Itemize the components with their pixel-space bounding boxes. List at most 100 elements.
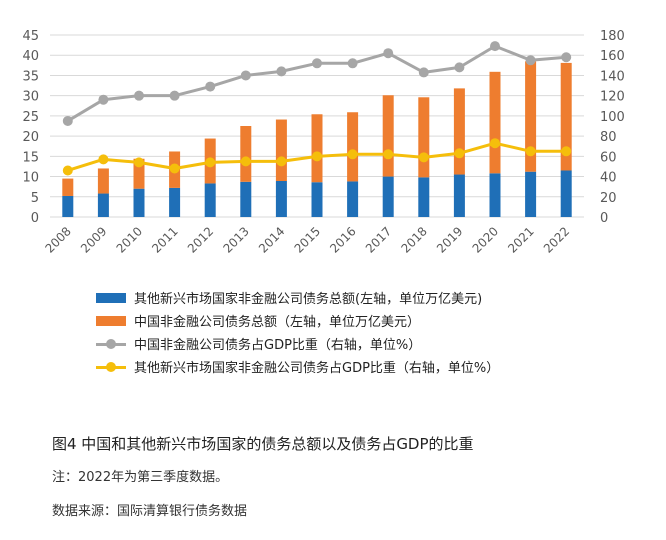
point-china-gdp-ratio xyxy=(276,66,287,77)
legend-label: 中国非金融公司债务占GDP比重（右轴，单位%） xyxy=(134,338,422,353)
point-china-gdp-ratio xyxy=(240,70,251,81)
left-axis-tick-label: 0 xyxy=(31,211,39,226)
bar-other-em-debt xyxy=(489,173,501,217)
x-axis-tick-label: 2009 xyxy=(78,224,109,255)
right-axis-tick-label: 0 xyxy=(600,211,608,226)
bar-other-em-debt xyxy=(275,181,287,217)
right-axis-tick-label: 80 xyxy=(600,130,617,145)
x-axis-tick-label: 2015 xyxy=(292,224,323,255)
bar-china-debt xyxy=(347,112,359,182)
left-axis-tick-label: 5 xyxy=(31,191,39,206)
point-other-em-gdp-ratio xyxy=(454,148,465,159)
x-axis-tick-label: 2017 xyxy=(363,224,394,255)
right-axis-tick-label: 20 xyxy=(600,191,617,206)
x-axis-tick-label: 2021 xyxy=(505,224,536,255)
point-other-em-gdp-ratio xyxy=(62,165,73,176)
point-other-em-gdp-ratio xyxy=(205,157,216,168)
bar-other-em-debt xyxy=(240,181,252,217)
bar-china-debt xyxy=(525,61,537,172)
bar-other-em-debt xyxy=(560,170,572,217)
legend-swatch-blue xyxy=(96,292,126,303)
x-axis-tick-label: 2010 xyxy=(114,224,145,255)
point-china-gdp-ratio xyxy=(205,81,216,92)
bar-other-em-debt xyxy=(97,193,109,217)
legend-label: 中国非金融公司债务总额（左轴，单位万亿美元） xyxy=(134,315,421,330)
x-axis-tick-label: 2011 xyxy=(149,224,180,255)
point-other-em-gdp-ratio xyxy=(169,163,180,174)
bar-other-em-debt xyxy=(525,171,537,217)
point-other-em-gdp-ratio xyxy=(276,156,287,167)
left-axis-tick-label: 35 xyxy=(22,69,39,84)
bar-other-em-debt xyxy=(382,176,394,217)
x-axis-tick-label: 2008 xyxy=(42,224,73,255)
left-axis-tick-label: 20 xyxy=(22,130,39,145)
right-axis-tick-label: 120 xyxy=(600,90,625,105)
point-other-em-gdp-ratio xyxy=(134,157,144,168)
point-china-gdp-ratio xyxy=(347,58,358,69)
bar-china-debt xyxy=(240,126,252,182)
right-axis-tick-label: 160 xyxy=(600,49,625,64)
bar-other-em-debt xyxy=(311,182,323,217)
x-axis-tick-label: 2014 xyxy=(256,224,287,255)
point-china-gdp-ratio xyxy=(98,94,109,105)
point-china-gdp-ratio xyxy=(525,55,536,66)
point-other-em-gdp-ratio xyxy=(240,156,251,167)
figure-source: 数据来源：国际清算银行债务数据 xyxy=(52,504,248,519)
left-axis-tick-label: 10 xyxy=(22,171,39,186)
x-axis-tick-label: 2018 xyxy=(398,224,429,255)
bar-other-em-debt xyxy=(62,195,74,217)
left-axis-tick-label: 30 xyxy=(22,90,39,105)
left-axis-tick-label: 15 xyxy=(22,150,39,165)
legend-label: 其他新兴市场国家非金融公司债务占GDP比重（右轴，单位%） xyxy=(134,361,500,376)
left-axis-tick-label: 45 xyxy=(22,29,39,44)
point-other-em-gdp-ratio xyxy=(98,154,109,165)
bar-other-em-debt xyxy=(347,181,359,217)
x-axis-tick-label: 2012 xyxy=(185,224,216,255)
point-china-gdp-ratio xyxy=(561,52,572,63)
right-axis-tick-label: 140 xyxy=(600,69,625,84)
bar-china-debt xyxy=(453,88,465,175)
legend-swatch-gray-line xyxy=(96,338,126,349)
point-china-gdp-ratio xyxy=(134,90,144,101)
legend-swatch-yellow-line xyxy=(96,361,126,372)
legend-item-china-gdp-ratio: 中国非金融公司债务占GDP比重（右轴，单位%） xyxy=(96,332,616,355)
right-axis-tick-label: 40 xyxy=(600,171,617,186)
bar-other-em-debt xyxy=(204,183,216,217)
x-axis-tick-label: 2019 xyxy=(434,224,465,255)
legend-swatch-orange xyxy=(96,315,126,326)
debt-chart: 0 5 10 15 20 25 30 35 40 45 0 20 40 60 80 100 120 140 160 1… xyxy=(22,29,625,256)
bar-china-debt xyxy=(62,178,74,196)
bar-china-debt xyxy=(418,97,430,178)
bar-china-debt xyxy=(311,114,323,183)
figure-caption: 图4 中国和其他新兴市场国家的债务总额以及债务占GDP的比重 xyxy=(52,435,474,453)
chart-legend: 其他新兴市场国家非金融公司债务总额(左轴，单位万亿美元) 中国非金融公司债务总额… xyxy=(96,286,616,378)
point-other-em-gdp-ratio xyxy=(418,152,429,163)
point-china-gdp-ratio xyxy=(169,90,180,101)
x-axis-tick-label: 2016 xyxy=(327,224,358,255)
right-axis-tick-label: 60 xyxy=(600,150,617,165)
bar-china-debt xyxy=(382,95,394,177)
point-china-gdp-ratio xyxy=(62,115,73,126)
point-other-em-gdp-ratio xyxy=(347,149,358,160)
bar-china-debt xyxy=(97,168,109,194)
point-china-gdp-ratio xyxy=(418,67,429,78)
left-axis-tick-label: 25 xyxy=(22,110,39,125)
point-china-gdp-ratio xyxy=(383,48,394,59)
point-china-gdp-ratio xyxy=(490,41,500,52)
point-china-gdp-ratio xyxy=(454,62,465,73)
figure-note: 注：2022年为第三季度数据。 xyxy=(52,470,229,485)
legend-item-other-em-debt: 其他新兴市场国家非金融公司债务总额(左轴，单位万亿美元) xyxy=(96,286,616,309)
bar-china-debt xyxy=(489,71,501,174)
point-other-em-gdp-ratio xyxy=(490,138,500,149)
point-china-gdp-ratio xyxy=(312,58,322,69)
bar-other-em-debt xyxy=(418,177,430,217)
bar-other-em-debt xyxy=(453,174,465,217)
left-axis-tick-label: 40 xyxy=(22,49,39,64)
point-other-em-gdp-ratio xyxy=(561,146,572,157)
x-axis-tick-label: 2022 xyxy=(541,224,572,255)
bar-china-debt xyxy=(133,158,145,189)
right-axis-tick-label: 100 xyxy=(600,110,625,125)
x-axis-tick-label: 2013 xyxy=(220,224,251,255)
bar-china-debt xyxy=(275,119,287,182)
legend-item-other-em-gdp-ratio: 其他新兴市场国家非金融公司债务占GDP比重（右轴，单位%） xyxy=(96,355,616,378)
